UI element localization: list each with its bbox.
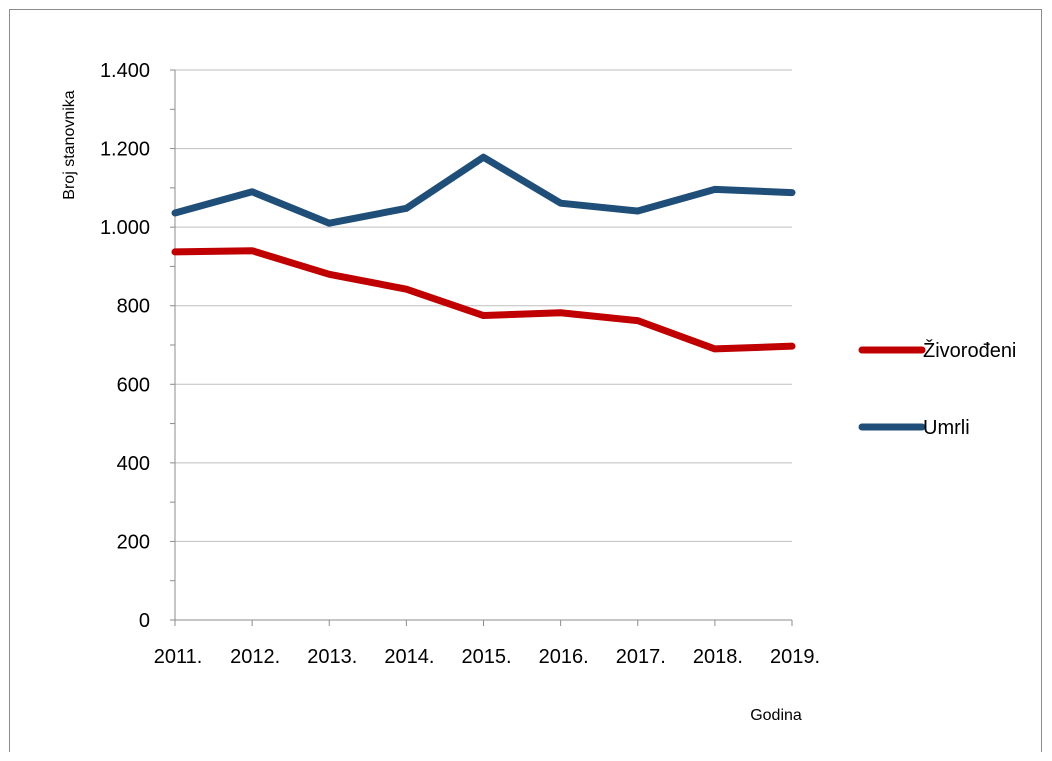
x-tick-label: 2018. xyxy=(693,646,743,668)
y-tick-label: 400 xyxy=(117,453,150,475)
x-tick-label: 2015. xyxy=(461,646,511,668)
y-tick-label: 1.000 xyxy=(100,217,150,239)
y-tick-label: 1.200 xyxy=(100,139,150,161)
x-tick-label: 2016. xyxy=(539,646,589,668)
x-tick-label: 2013. xyxy=(307,646,357,668)
legend-label: Živorođeni xyxy=(923,339,1016,362)
y-axis-title: Broj stanovnika xyxy=(61,90,78,199)
axes xyxy=(170,69,793,626)
legend: Živorođeni Umrli xyxy=(858,339,1016,439)
y-tick-label: 1.400 xyxy=(100,60,150,82)
y-tick-label: 600 xyxy=(117,374,150,396)
x-tick-label: 2012. xyxy=(230,646,280,668)
legend-label: Umrli xyxy=(923,417,970,439)
y-tick-label: 800 xyxy=(117,296,150,318)
series-lines xyxy=(171,153,796,353)
x-tick-label: 2011. xyxy=(154,646,203,668)
chart-frame xyxy=(9,9,1042,752)
y-tick-label: 200 xyxy=(117,531,150,553)
y-tick-labels: 0 200 400 600 800 1.000 1.200 1.400 xyxy=(100,60,150,632)
gridlines xyxy=(175,69,792,542)
x-tick-label: 2014. xyxy=(384,646,434,668)
x-tick-labels: 2011. 2012. 2013. 2014. 2015. 2016. 2017. 2018.… xyxy=(154,646,820,668)
x-tick-label: 2017. xyxy=(616,646,666,668)
x-tick-label: 2019. xyxy=(770,646,820,668)
series-line-1 xyxy=(171,153,796,227)
y-tick-label: 0 xyxy=(139,610,150,632)
series-line-0 xyxy=(171,247,796,353)
x-axis-title: Godina xyxy=(750,707,802,724)
